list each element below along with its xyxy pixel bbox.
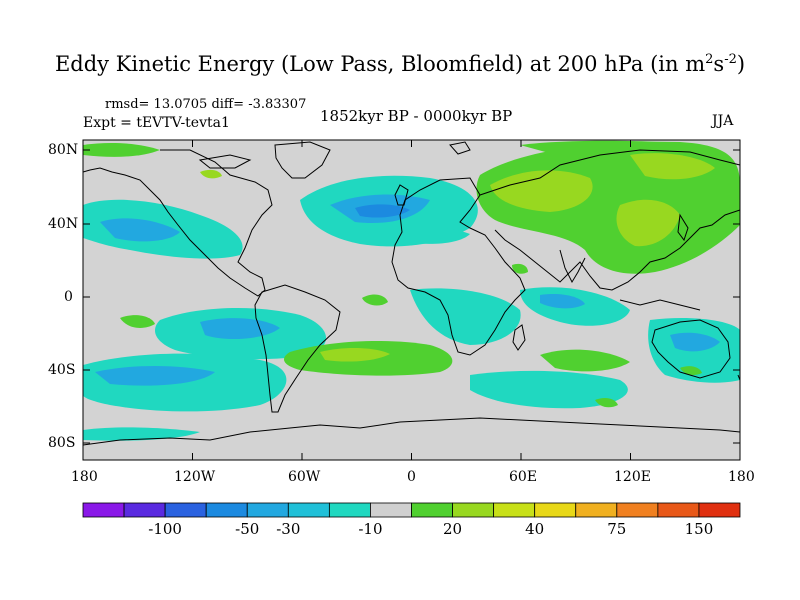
colorbar-swatch xyxy=(575,502,618,518)
title-mid: s xyxy=(713,52,725,76)
north-pacific-core xyxy=(100,218,180,242)
colorbar-swatch xyxy=(328,502,371,518)
coastline-north-america xyxy=(83,149,273,297)
equatorial-atlantic-positive-anomaly xyxy=(362,294,388,306)
colorbar-swatch xyxy=(287,502,330,518)
east-asia-strong-anomaly xyxy=(616,199,680,247)
eurasia-strong-anomaly xyxy=(490,170,593,212)
y-tick-label: 40N xyxy=(48,216,79,232)
indian-ocean-core xyxy=(540,294,585,309)
south-atlantic-strong xyxy=(320,348,390,362)
coastline-australia xyxy=(651,319,731,379)
coastline-antarctica xyxy=(83,417,740,446)
title-end: ) xyxy=(736,52,746,76)
coastline-new-zealand xyxy=(737,374,740,392)
colorbar-swatch xyxy=(452,502,495,518)
coastlines xyxy=(83,141,740,446)
colorbar-swatch xyxy=(534,502,577,518)
x-tick-label: 120E xyxy=(614,469,651,485)
antarctic-negative-anomaly xyxy=(83,427,200,441)
south-pacific-green xyxy=(595,397,618,408)
north-africa-positive-anomaly xyxy=(512,263,528,274)
tropical-pacific-core xyxy=(200,318,280,340)
south-pacific-green-2 xyxy=(680,366,702,376)
coastline-india xyxy=(559,249,586,284)
coastline-svalbard xyxy=(449,141,471,155)
coastline-british-isles xyxy=(394,184,409,206)
x-tick-label: 60E xyxy=(509,469,538,485)
coastline-greenland xyxy=(274,141,331,179)
colorbar-label: 150 xyxy=(684,520,714,538)
colorbar-label: 40 xyxy=(525,520,545,538)
colorbar-swatch xyxy=(370,502,412,518)
colorbar-swatch xyxy=(164,502,207,518)
mediterranean-negative-anomaly xyxy=(400,227,470,244)
greenland-positive-anomaly xyxy=(83,142,160,157)
coastline-europe-africa xyxy=(391,177,526,356)
colorbar-swatch xyxy=(82,502,125,518)
x-tick-label: 0 xyxy=(407,469,416,485)
arctic-green xyxy=(520,140,660,157)
coastline-south-america xyxy=(254,284,341,413)
title-sup-2: -2 xyxy=(724,52,737,67)
coastline-asia xyxy=(479,149,740,291)
southern-ocean-core xyxy=(95,366,215,386)
coastline-madagascar xyxy=(512,324,526,351)
colorbar-swatch xyxy=(657,502,700,518)
colorbar-swatch xyxy=(616,502,659,518)
coastline-arctic-islands xyxy=(198,154,252,169)
title-sup-1: 2 xyxy=(705,52,714,67)
colorbar-label: -10 xyxy=(358,520,383,538)
colorbar-swatch xyxy=(123,502,166,518)
coastline-japan xyxy=(677,213,689,242)
colorbar-swatch xyxy=(246,502,289,518)
period-label: 1852kyr BP - 0000kyr BP xyxy=(320,107,513,125)
anomaly-field xyxy=(83,140,740,441)
south-indian-ocean-negative-anomaly xyxy=(470,370,628,409)
colorbar-swatch xyxy=(411,502,453,518)
south-atlantic-negative-anomaly xyxy=(410,288,521,345)
coastline-indonesia xyxy=(619,299,701,311)
experiment-label: Expt = tEVTV-tevta1 xyxy=(83,115,230,131)
colorbar xyxy=(82,502,741,518)
chart-title: Eddy Kinetic Energy (Low Pass, Bloomfiel… xyxy=(0,52,800,76)
x-tick-label: 120W xyxy=(174,469,216,485)
y-tick-label: 40S xyxy=(48,362,76,378)
siberia-strong-anomaly xyxy=(630,153,715,180)
x-tick-label: 180 xyxy=(71,469,98,485)
y-tick-label: 0 xyxy=(64,289,73,305)
y-tick-label: 80S xyxy=(48,435,76,451)
colorbar-swatch xyxy=(205,502,248,518)
title-main: Eddy Kinetic Energy (Low Pass, Bloomfiel… xyxy=(54,52,706,76)
x-tick-label: 60W xyxy=(288,469,321,485)
greenland-strong xyxy=(200,169,222,179)
colorbar-label: -50 xyxy=(235,520,260,538)
colorbar-swatch xyxy=(698,502,741,518)
colorbar-label: -100 xyxy=(148,520,182,538)
stats-label: rmsd= 13.0705 diff= -3.83307 xyxy=(105,97,307,112)
colorbar-swatch xyxy=(493,502,536,518)
y-tick-label: 80N xyxy=(48,142,79,158)
north-atlantic-core-deep xyxy=(355,204,410,218)
colorbar-label: 75 xyxy=(607,520,627,538)
season-label: JJA xyxy=(712,113,734,129)
australia-core xyxy=(670,332,720,352)
east-pacific-green xyxy=(120,315,155,328)
colorbar-label: 20 xyxy=(443,520,463,538)
colorbar-label: -30 xyxy=(276,520,301,538)
axis-ticks xyxy=(82,140,741,460)
x-tick-label: 180 xyxy=(728,469,755,485)
south-indian-positive-anomaly xyxy=(540,349,630,372)
